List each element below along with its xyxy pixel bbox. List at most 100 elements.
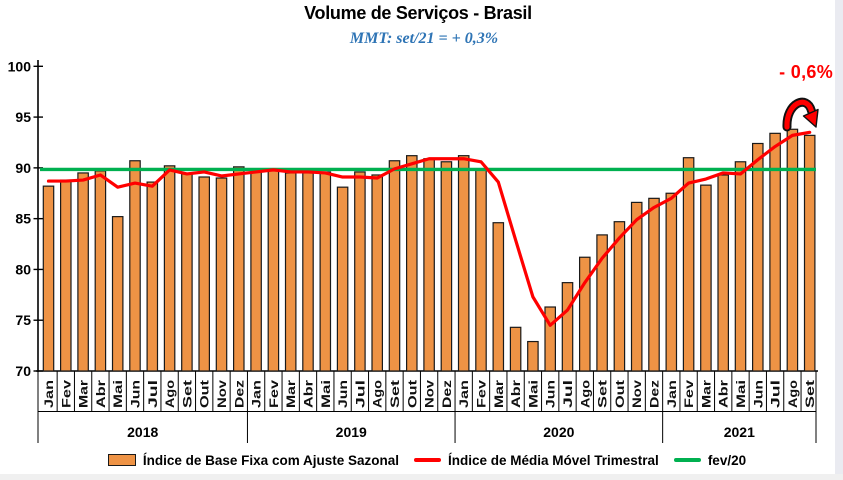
bar-Dez-23 (440, 161, 453, 372)
bar-Out-33 (613, 221, 626, 372)
bar-Fev-1 (59, 179, 72, 372)
y-axis-tick-label: 85 (15, 211, 31, 227)
month-label-Ago-19: Ago (373, 380, 385, 408)
bar-Ago-7 (163, 165, 176, 372)
bar-Set-8 (181, 173, 193, 372)
bar-Jun-29 (544, 306, 556, 372)
month-label-Fev-13: Fev (269, 379, 281, 408)
bar-Jan-0 (42, 185, 55, 372)
bar-Mai-16 (319, 171, 332, 372)
bar-swatch-icon (107, 454, 136, 466)
month-label-Dez-23: Dez (442, 380, 454, 408)
month-label-Abr-3: Abr (96, 379, 108, 408)
y-axis-tick-label: 80 (15, 261, 31, 277)
year-label-2018: 2018 (127, 424, 158, 440)
green-line-swatch-icon (673, 458, 701, 462)
month-label-Set-8: Set (182, 380, 194, 408)
bar-Set-32 (596, 234, 608, 372)
month-label-Out-33: Out (615, 380, 627, 408)
month-label-Jun-5: Jun (131, 380, 143, 408)
bar-Nov-22 (423, 158, 435, 372)
month-label-Ago-7: Ago (165, 380, 177, 408)
bar-Jul-18 (354, 171, 366, 372)
bar-Mar-26 (492, 222, 505, 372)
month-label-Nov-10: Nov (217, 379, 229, 408)
bar-Ago-19 (371, 174, 383, 372)
legend-label-moving-average: Índice de Média Móvel Trimestral (447, 452, 659, 468)
bar-Set-44 (803, 134, 816, 372)
y-axis-tick-label: 100 (8, 58, 32, 74)
y-axis-tick-label: 70 (15, 363, 31, 379)
month-label-Mai-28: Mai (528, 380, 540, 408)
bar-Mar-2 (77, 172, 89, 372)
bar-Fev-25 (475, 168, 487, 372)
annotation-change-label: - 0,6% (779, 62, 833, 82)
month-label-Nov-34: Nov (632, 379, 644, 408)
bar-Jan-12 (250, 171, 262, 372)
bar-Jun-17 (336, 186, 349, 372)
chart-legend: Índice de Base Fixa com Ajuste Sazonal Í… (38, 450, 816, 470)
month-label-Out-9: Out (200, 380, 212, 408)
month-label-Jan-36: Jan (667, 380, 679, 408)
decrease-arrowhead-icon (802, 108, 819, 128)
month-label-Fev-37: Fev (684, 379, 696, 408)
bar-Mar-14 (284, 172, 297, 372)
red-line-swatch-icon (413, 458, 441, 462)
month-label-Mar-38: Mar (701, 379, 713, 408)
month-label-Fev-25: Fev (477, 379, 489, 408)
bar-Abr-3 (94, 170, 107, 372)
bar-Dez-11 (233, 166, 245, 372)
bar-Fev-37 (682, 157, 695, 372)
legend-item-base-index: Índice de Base Fixa com Ajuste Sazonal (107, 452, 399, 468)
month-label-Mai-4: Mai (113, 380, 125, 408)
page-edge-right (835, 0, 843, 480)
bar-Jul-30 (561, 282, 574, 372)
page-edge-bottom (0, 474, 843, 480)
month-label-Set-20: Set (390, 380, 402, 408)
month-label-Jul-6: Jul (148, 380, 160, 408)
month-label-Abr-39: Abr (719, 379, 731, 408)
bar-Out-21 (406, 155, 418, 372)
bar-Jul-6 (146, 181, 159, 372)
legend-label-base-index: Índice de Base Fixa com Ajuste Sazonal (142, 452, 399, 468)
month-label-Mar-2: Mar (79, 379, 91, 408)
bar-Nov-34 (630, 201, 643, 372)
legend-label-fev20: fev/20 (707, 452, 747, 468)
month-label-Abr-27: Abr (511, 379, 523, 408)
legend-item-moving-average: Índice de Média Móvel Trimestral (413, 452, 659, 468)
month-label-Dez-35: Dez (650, 380, 662, 408)
chart-subtitle: MMT: set/21 = + 0,3% (349, 30, 499, 47)
month-label-Ago-31: Ago (580, 380, 592, 408)
year-label-2020: 2020 (543, 424, 574, 440)
month-label-Jun-41: Jun (753, 380, 765, 408)
bar-Jul-42 (769, 132, 781, 372)
moving-average-line (46, 130, 812, 327)
month-label-Jun-17: Jun (338, 380, 350, 408)
month-label-Mai-16: Mai (321, 380, 333, 408)
bar-Jan-24 (457, 155, 470, 372)
month-label-Jan-0: Jan (44, 380, 56, 408)
month-label-Jan-12: Jan (252, 380, 264, 408)
y-axis-tick-label: 95 (15, 109, 31, 125)
month-label-Jul-42: Jul (771, 380, 783, 408)
month-label-Nov-22: Nov (425, 379, 437, 408)
year-label-2021: 2021 (724, 424, 755, 440)
month-label-Mar-26: Mar (494, 379, 506, 408)
bar-Jan-36 (665, 192, 678, 372)
y-axis-tick-label: 75 (15, 312, 31, 328)
bar-Jun-5 (129, 160, 141, 372)
bar-Fev-13 (267, 170, 280, 372)
bar-Ago-31 (578, 256, 591, 372)
bar-Mar-38 (700, 184, 712, 372)
bar-Out-9 (198, 176, 210, 372)
month-label-Ago-43: Ago (788, 380, 800, 408)
month-label-Out-21: Out (407, 380, 419, 408)
bar-Nov-10 (215, 177, 228, 372)
month-label-Jun-29: Jun (546, 380, 558, 408)
month-label-Dez-11: Dez (234, 380, 246, 408)
month-label-Jul-18: Jul (355, 380, 367, 408)
bar-Abr-15 (302, 172, 314, 372)
bar-Abr-39 (717, 174, 729, 372)
